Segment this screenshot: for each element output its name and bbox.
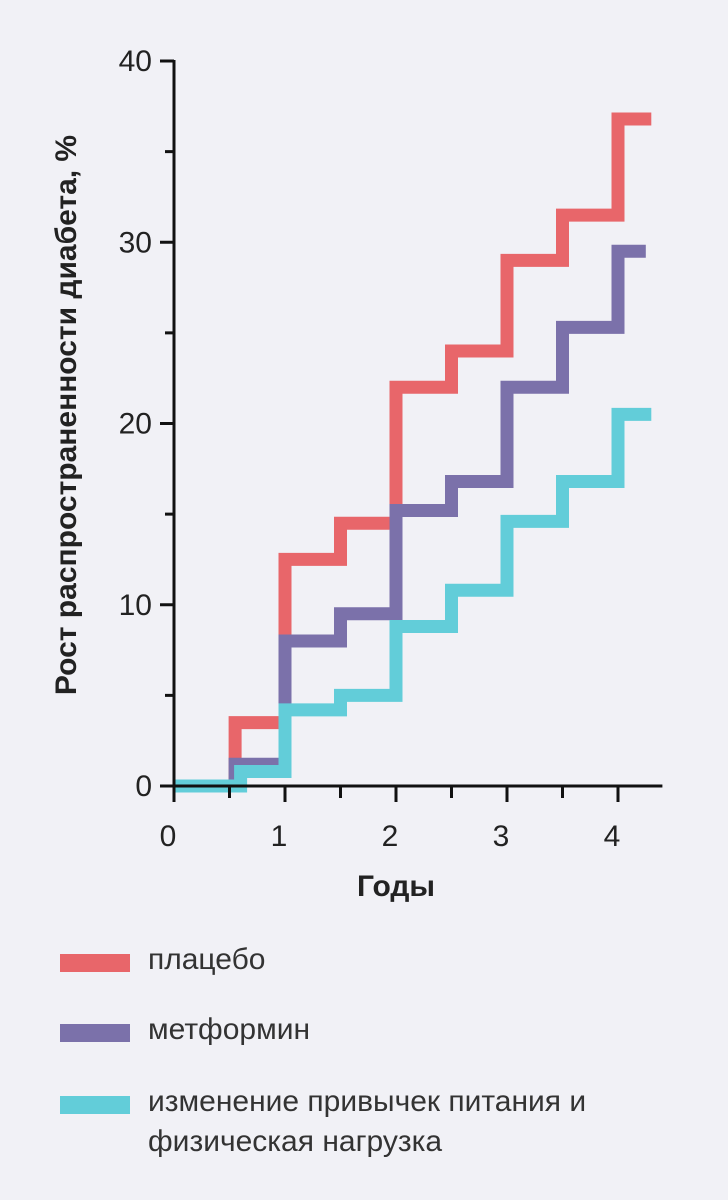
- x-tick-label: 2: [382, 820, 399, 853]
- legend-swatch-metformin: [60, 1024, 130, 1042]
- series-layer: [174, 112, 652, 793]
- x-tick-label: 1: [271, 820, 288, 853]
- chart-plot: 0 10 20 30 40 0 1 2 3 4 Годы Рост распространенно…: [50, 45, 663, 903]
- series-line-metformin: [174, 244, 646, 793]
- x-tick-label: 0: [160, 820, 177, 853]
- x-tick-label: 4: [604, 820, 621, 853]
- y-tick-label: 30: [119, 226, 152, 259]
- x-tick-label: 3: [493, 820, 510, 853]
- legend-label-lifestyle: изменение привычек питания и физическая …: [148, 1085, 587, 1158]
- legend-swatch-lifestyle: [60, 1096, 130, 1114]
- y-tick-label: 10: [119, 589, 152, 622]
- legend-label-metformin: метформин: [148, 1013, 311, 1046]
- y-tick-label: 40: [119, 45, 152, 78]
- axes-layer: 0 10 20 30 40 0 1 2 3 4: [119, 45, 663, 853]
- legend-swatch-placebo: [60, 954, 130, 972]
- series-line-placebo: [174, 112, 652, 793]
- y-tick-label: 0: [135, 770, 152, 803]
- y-axis-title: Рост распространенности диабета, %: [50, 135, 83, 695]
- x-axis-title: Годы: [357, 870, 435, 903]
- legend-label-placebo: плацебо: [148, 943, 266, 976]
- y-tick-label: 20: [119, 408, 152, 441]
- series-line-lifestyle: [174, 407, 652, 793]
